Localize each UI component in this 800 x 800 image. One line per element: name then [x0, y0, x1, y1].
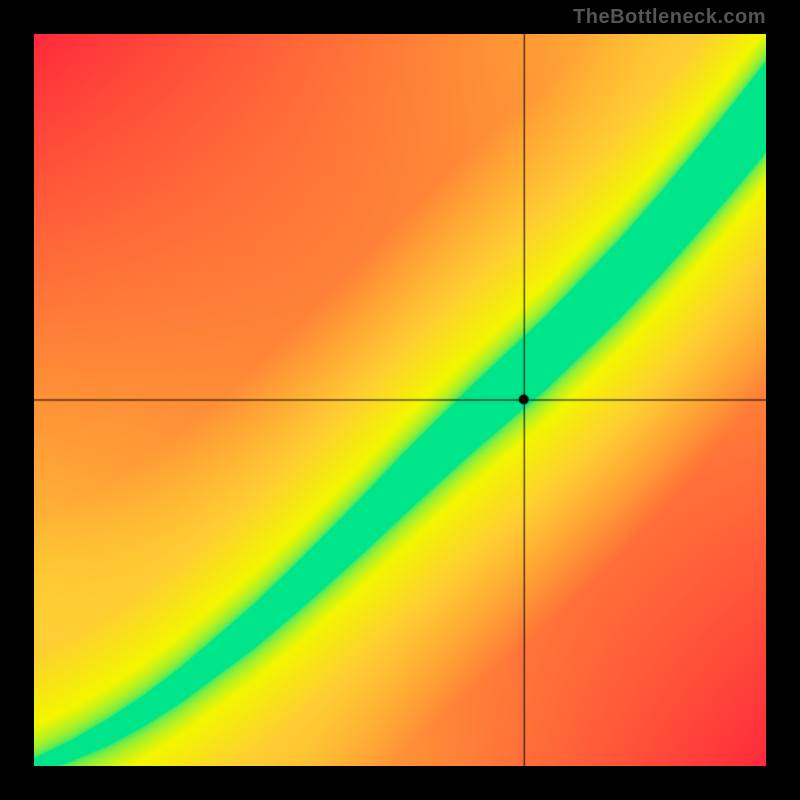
watermark-text: TheBottleneck.com	[573, 6, 766, 29]
bottleneck-heatmap	[34, 34, 766, 766]
chart-frame: TheBottleneck.com	[0, 0, 800, 800]
